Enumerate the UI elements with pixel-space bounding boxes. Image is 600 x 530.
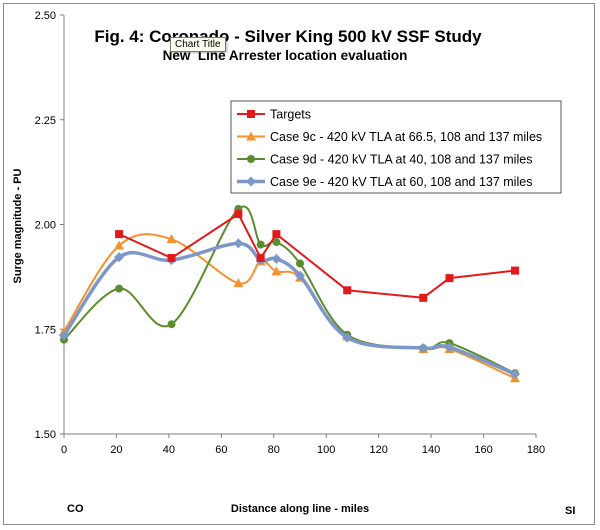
data-point-triangle	[233, 278, 244, 288]
y-axis-label: Surge magnitude - PU	[12, 168, 24, 283]
x-tick-label: 80	[268, 444, 280, 456]
x-tick-label: 140	[422, 444, 440, 456]
data-point-diamond	[59, 330, 69, 341]
x-tick-label: 20	[110, 444, 122, 456]
legend-entry-label: Targets	[270, 108, 311, 122]
legend-entry-label: Case 9d - 420 kV TLA at 40, 108 and 137 …	[270, 153, 532, 167]
x-tick-label: 120	[369, 444, 387, 456]
y-tick-label: 2.00	[35, 220, 56, 232]
y-tick-label: 1.50	[35, 429, 56, 441]
legend-box	[230, 100, 562, 194]
finish-end-label: SI	[565, 505, 575, 517]
data-point-circle	[167, 320, 176, 329]
legend-entry-label: Case 9c - 420 kV TLA at 66.5, 108 and 13…	[270, 130, 542, 144]
legend-entry-label: Case 9e - 420 kV TLA at 60, 108 and 137 …	[270, 175, 532, 189]
y-tick-label: 2.25	[35, 115, 56, 127]
data-point-square	[511, 266, 520, 275]
data-point-diamond	[271, 253, 282, 264]
legend-marker-diamond	[246, 176, 256, 187]
data-point-diamond	[114, 252, 125, 263]
x-tick-label: 60	[215, 444, 227, 456]
data-point-square	[167, 254, 176, 263]
x-tick-label: 40	[163, 444, 175, 456]
data-point-square	[234, 210, 243, 219]
data-point-diamond	[510, 369, 521, 380]
data-point-diamond	[342, 332, 353, 343]
data-point-triangle	[166, 234, 177, 244]
data-point-square	[272, 230, 281, 239]
data-point-circle	[256, 240, 265, 249]
x-tick-label: 180	[527, 444, 545, 456]
legend-marker-triangle	[246, 131, 256, 141]
legend: Targets Case 9c - 420 kV TLA at 66.5, 108…	[230, 100, 562, 194]
data-point-triangle	[271, 266, 282, 276]
chart-title: Fig. 4: Coronado - Silver King 500 kV SS…	[94, 27, 482, 46]
start-end-label: CO	[67, 503, 84, 515]
data-point-diamond	[295, 270, 305, 281]
data-point-triangle	[114, 240, 125, 250]
data-point-diamond	[418, 343, 429, 354]
plot-area: 1.50 1.75 2.00 2.25 2.50 0 20 40 60 80 100 120 140 16…	[35, 10, 546, 456]
x-tick-label: 160	[474, 444, 492, 456]
y-tick-label: 2.50	[35, 10, 56, 22]
legend-marker-circle	[247, 155, 255, 163]
data-point-square	[343, 286, 352, 295]
data-point-circle	[296, 259, 304, 268]
data-point-diamond	[233, 238, 244, 249]
x-tick-label: 100	[317, 444, 335, 456]
data-point-diamond	[444, 342, 455, 353]
data-point-square	[256, 254, 265, 263]
chart-title-tooltip: Chart Title	[170, 37, 226, 52]
series-line-0	[118, 213, 516, 299]
data-point-circle	[272, 238, 281, 247]
x-tick-label: 0	[61, 444, 67, 456]
data-point-circle	[115, 284, 124, 293]
series-line-3	[62, 241, 516, 376]
data-point-square	[419, 293, 428, 302]
data-point-square	[115, 230, 124, 239]
legend-marker-square	[247, 110, 255, 118]
series-line-1	[63, 233, 516, 380]
data-point-square	[445, 274, 454, 283]
y-tick-label: 1.75	[35, 324, 56, 336]
x-axis-label: Distance along line - miles	[231, 503, 369, 515]
